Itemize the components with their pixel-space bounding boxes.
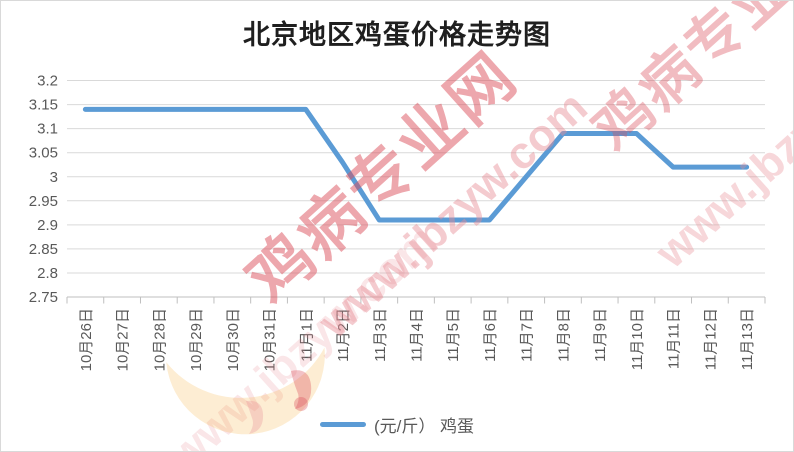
chart-title: 北京地区鸡蛋价格走势图 bbox=[243, 20, 551, 51]
y-tick-label: 2.9 bbox=[37, 217, 58, 234]
x-tick-label: 10月26日 bbox=[78, 308, 95, 371]
x-tick-label: 11月10日 bbox=[629, 308, 646, 370]
x-tick-label: 11月11日 bbox=[666, 308, 683, 369]
x-tick-label: 11月5日 bbox=[445, 308, 462, 362]
y-tick-label: 2.95 bbox=[29, 193, 58, 210]
chart-legend: (元/斤） 鸡蛋 bbox=[1, 412, 793, 437]
y-tick-label: 3.2 bbox=[37, 73, 58, 90]
y-tick-label: 3.1 bbox=[37, 121, 58, 138]
gridlines bbox=[67, 80, 765, 298]
x-tick-label: 11月9日 bbox=[592, 308, 609, 362]
x-tick-label: 10月30日 bbox=[225, 308, 242, 371]
x-axis-labels: 10月26日 10月27日 10月28日 10月29日 10月30日 10月31日 11月1… bbox=[78, 308, 756, 371]
x-tick-label: 11月2日 bbox=[335, 308, 352, 362]
y-tick-label: 3 bbox=[50, 169, 58, 186]
x-tick-label: 11月6日 bbox=[482, 308, 499, 362]
y-tick-label: 2.8 bbox=[37, 265, 58, 282]
y-tick-label: 2.75 bbox=[29, 289, 58, 306]
x-tick-label: 11月12日 bbox=[702, 308, 719, 370]
x-tick-label: 11月13日 bbox=[739, 308, 756, 370]
x-axis-ticks bbox=[66, 297, 766, 304]
x-tick-label: 11月8日 bbox=[555, 308, 572, 362]
y-tick-label: 3.15 bbox=[29, 97, 58, 114]
y-axis-labels: 2.75 2.8 2.85 2.9 2.95 3 3.05 3.1 3.15 3.2 bbox=[29, 73, 58, 306]
x-tick-label: 10月27日 bbox=[115, 308, 132, 371]
x-tick-label: 11月7日 bbox=[519, 308, 536, 362]
x-tick-label: 10月31日 bbox=[262, 308, 279, 371]
legend-line-swatch bbox=[319, 422, 366, 427]
price-line bbox=[82, 106, 750, 223]
y-tick-label: 2.85 bbox=[29, 241, 58, 258]
x-tick-label: 10月28日 bbox=[151, 308, 168, 371]
legend-series-label: (元/斤） 鸡蛋 bbox=[373, 417, 475, 436]
x-tick-label: 10月29日 bbox=[188, 308, 205, 371]
x-tick-label: 11月4日 bbox=[409, 308, 426, 362]
x-tick-label: 11月3日 bbox=[372, 308, 389, 362]
y-tick-label: 3.05 bbox=[29, 145, 58, 162]
x-tick-label: 11月1日 bbox=[298, 308, 315, 362]
